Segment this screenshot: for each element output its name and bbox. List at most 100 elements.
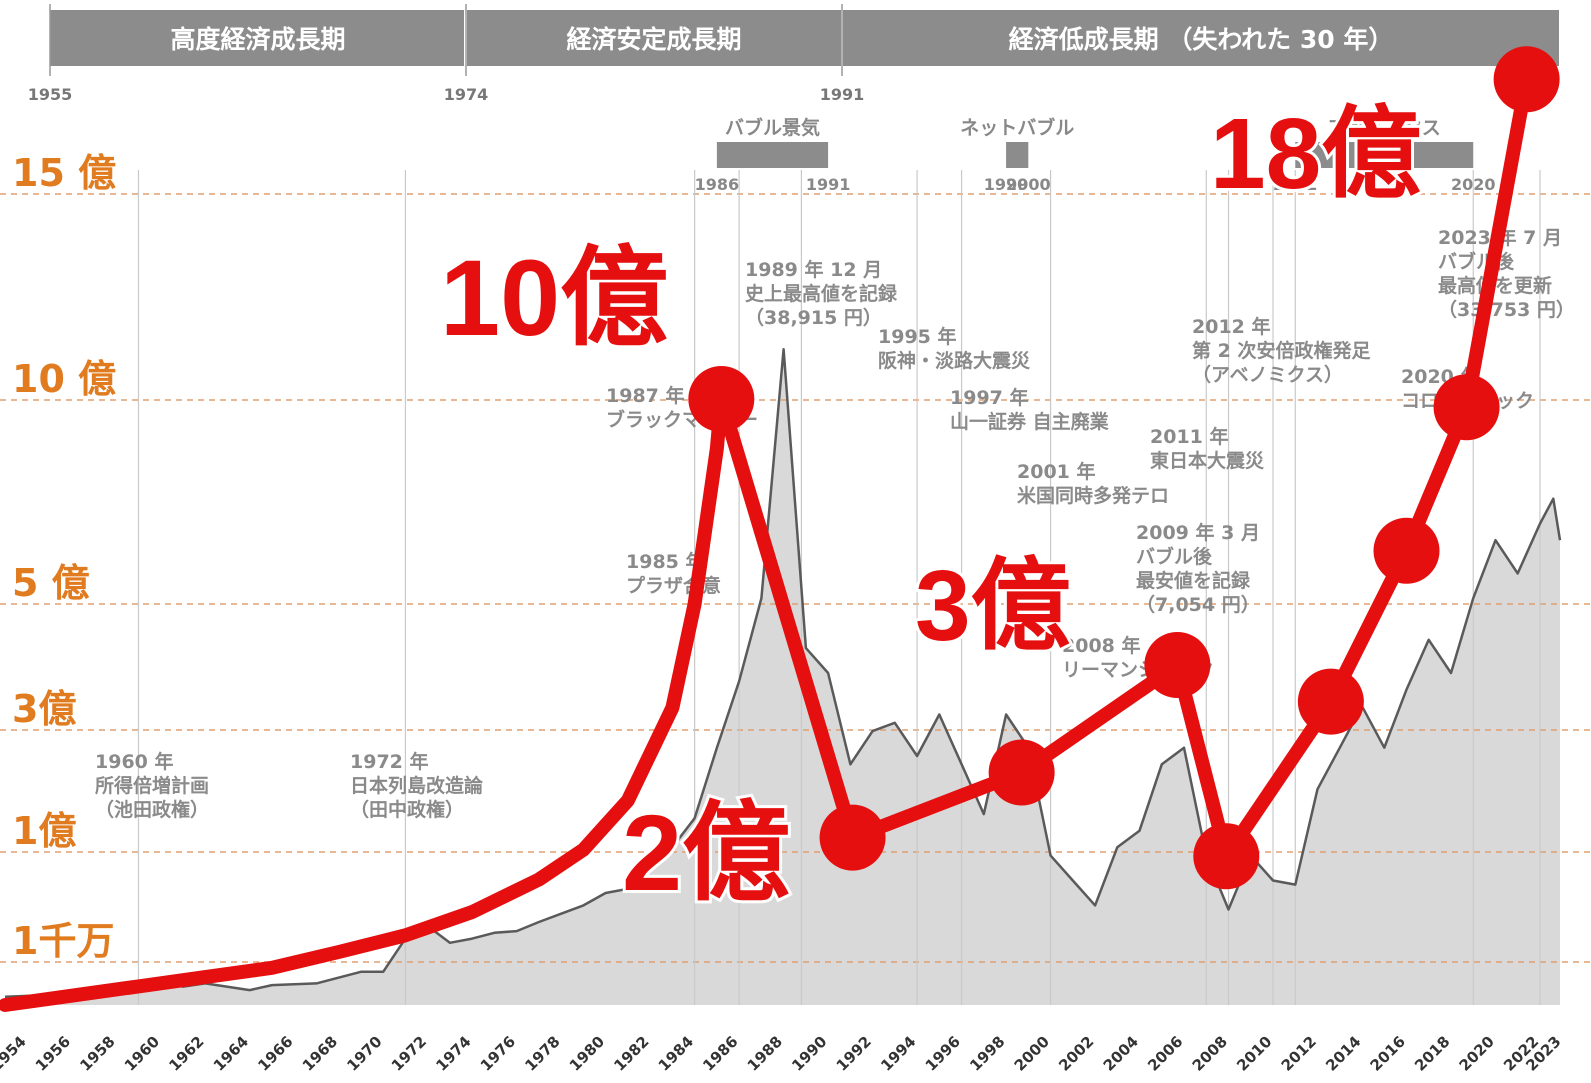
x-tick-label: 2006 (1144, 1032, 1186, 1074)
x-tick-label: 1960 (121, 1032, 163, 1074)
x-tick-label: 1962 (165, 1032, 207, 1074)
x-tick-label: 2004 (1100, 1032, 1142, 1074)
event-annotation-line: 1995 年 (878, 325, 957, 348)
event-annotation-line: 1985 年 (626, 550, 705, 573)
period-start-year: 2012 (1273, 175, 1318, 194)
x-tick-label: 1956 (32, 1032, 74, 1074)
x-tick-label: 2018 (1411, 1032, 1453, 1074)
asset-curve-early (0, 392, 729, 1012)
callouts-layer: 10億 2億 3億 18億 (437, 95, 1424, 916)
era-band-label: 経済安定成長期 (566, 25, 741, 54)
x-tick-label: 1974 (432, 1032, 474, 1074)
event-annotation-line: 2011 年 (1150, 425, 1229, 448)
asset-line-layer (0, 46, 1560, 1012)
value-callout: 18億 (1210, 98, 1421, 210)
event-annotation-line: 日本列島改造論 (350, 774, 484, 797)
asset-point (1433, 374, 1500, 441)
nikkei-line-layer (4, 348, 1562, 998)
x-tick-label: 1968 (299, 1032, 341, 1074)
event-annotation-line: 1989 年 12 月 (745, 258, 882, 281)
era-year-label: 1991 (820, 85, 865, 104)
period-label: ネットバブル (960, 116, 1074, 139)
asset-point (988, 739, 1055, 806)
era-band (843, 10, 1559, 66)
y-labels-layer: 15 億 10 億 5 億 3億 1億 1千万 (12, 151, 116, 963)
value-callout: 3億 (915, 550, 1071, 662)
era-bands-layer: 高度経済成長期 経済安定成長期 経済低成長期 （失われた 30 年） 1955 1974… (28, 4, 1559, 104)
y-axis-label: 5 億 (12, 561, 90, 605)
y-axis-label: 1億 (12, 809, 76, 853)
nikkei-area (5, 349, 1560, 1005)
x-tick-label: 1990 (788, 1032, 830, 1074)
nikkei-line (4, 348, 1562, 998)
period-label: アベノミクス (1328, 117, 1441, 139)
period-label: バブル景気 (725, 116, 820, 139)
event-annotation-line: （38,915 円） (745, 306, 882, 329)
x-tick-label: 1954 (0, 1032, 30, 1074)
x-tick-label: 1992 (833, 1032, 875, 1074)
asset-point (1297, 668, 1364, 735)
era-band-label: 高度経済成長期 (170, 25, 345, 54)
event-annotation-line: バブル後 (1438, 250, 1515, 273)
asset-point (1373, 517, 1440, 584)
asset-point (1144, 632, 1211, 698)
asset-point (688, 366, 755, 432)
x-tick-label: 2002 (1055, 1032, 1097, 1074)
x-tick-label: 2016 (1367, 1032, 1409, 1074)
x-tick-label: 1978 (521, 1032, 563, 1074)
x-tick-label: 2008 (1189, 1032, 1231, 1074)
x-tick-label: 1972 (388, 1032, 430, 1074)
period-end-year: 2020 (1451, 175, 1496, 194)
event-annotation-line: （田中政権） (350, 798, 464, 821)
event-annotation-line: 山一証券 自主廃業 (950, 410, 1110, 433)
period-end-year: 2000 (1006, 175, 1051, 194)
asset-point (1193, 823, 1260, 890)
event-annotation-line: プラザ合意 (626, 574, 721, 597)
value-callout: 10億 (440, 237, 668, 358)
era-year-label: 1974 (444, 85, 489, 104)
period-end-year: 1991 (806, 175, 851, 194)
event-annotation-line: 米国同時多発テロ (1017, 484, 1169, 507)
event-annotation-line: 2008 年 (1062, 634, 1141, 657)
asset-point (1493, 46, 1560, 113)
value-callout: 2億 (622, 792, 790, 913)
event-annotation-line: バブル後 (1136, 545, 1213, 568)
event-annotation-line: 所得倍増計画 (95, 774, 209, 797)
event-annotation-line: 第 2 次安倍政権発足 (1192, 339, 1371, 362)
x-tick-label: 1958 (76, 1032, 118, 1074)
event-annotation-line: 東日本大震災 (1150, 449, 1265, 472)
event-annotation-line: 2009 年 3 月 (1136, 521, 1260, 544)
x-tick-label: 1982 (610, 1032, 652, 1074)
nikkei-fill-layer (5, 349, 1560, 1005)
x-tick-label: 1970 (343, 1032, 385, 1074)
x-tick-label: 1996 (922, 1032, 964, 1074)
period-bar (1006, 142, 1029, 168)
period-bar (1295, 142, 1474, 168)
y-axis-label: 1千万 (12, 919, 114, 963)
era-band (50, 10, 464, 66)
x-tick-label: 2020 (1456, 1032, 1498, 1074)
event-annotation-line: （33,753 円） (1438, 298, 1575, 321)
x-tick-label: 1966 (254, 1032, 296, 1074)
x-tick-label: 2000 (1011, 1032, 1053, 1074)
era-year-label: 1955 (28, 85, 73, 104)
era-band (467, 10, 841, 66)
period-bar (716, 142, 829, 168)
x-tick-label: 1964 (210, 1032, 252, 1074)
asset-point (819, 804, 886, 871)
event-annotation-line: 1997 年 (950, 386, 1029, 409)
x-tick-label: 1994 (877, 1032, 919, 1074)
event-annotation-line: （池田政権） (95, 798, 209, 821)
y-axis-label: 10 億 (12, 357, 116, 401)
period-start-year: 1999 (984, 175, 1029, 194)
event-annotation-line: 2001 年 (1017, 460, 1096, 483)
x-ticks-layer: 1954 1956 1958 1960 1962 1964 1966 1968 1970 1972… (0, 1032, 1565, 1074)
x-tick-label: 1984 (655, 1032, 697, 1074)
event-annotation-line: 最安値を記録 (1136, 569, 1251, 592)
period-start-year: 1986 (695, 175, 740, 194)
x-tick-label: 2012 (1278, 1032, 1320, 1074)
